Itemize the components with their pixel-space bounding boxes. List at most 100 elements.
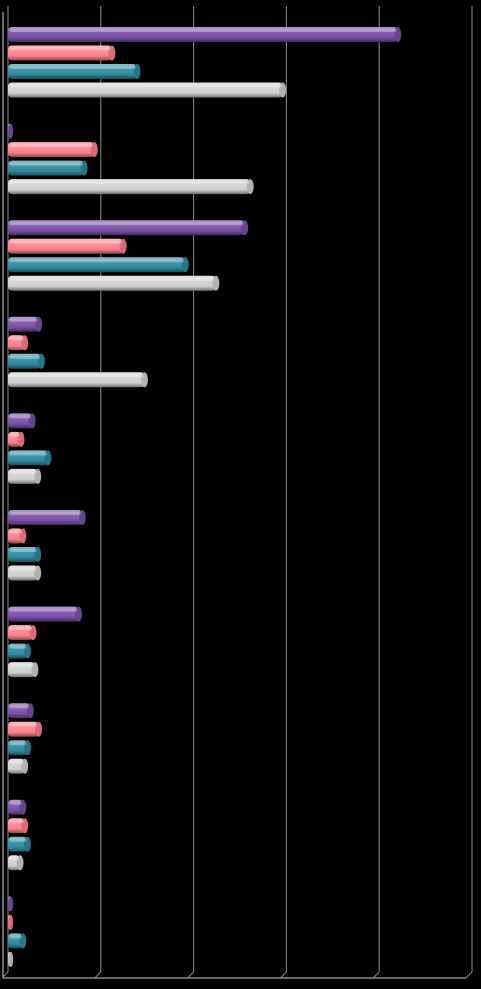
bar-end-cap <box>23 836 31 852</box>
bar-body <box>8 64 137 79</box>
bar-highlight <box>10 470 37 474</box>
bar-end-cap <box>246 179 254 195</box>
bar-end-cap <box>8 914 14 930</box>
bar-body <box>8 528 23 544</box>
bar <box>8 353 45 369</box>
bar-end-cap <box>21 335 29 351</box>
bar-highlight <box>10 760 24 764</box>
bar <box>8 238 127 254</box>
bar-end-cap <box>78 510 86 525</box>
bar-end-cap <box>44 450 52 466</box>
bar-highlight <box>10 181 250 185</box>
bar-highlight <box>10 277 215 281</box>
bar-end-cap <box>23 643 31 659</box>
bar <box>8 855 24 871</box>
bar <box>8 450 52 466</box>
bar-end-cap <box>35 721 43 737</box>
bar-body <box>8 510 83 525</box>
bar <box>8 27 402 42</box>
bar-end-cap <box>17 431 25 447</box>
bar <box>8 703 34 719</box>
bar-highlight <box>10 355 41 359</box>
bar-highlight <box>10 857 20 861</box>
bar-end-cap <box>241 220 249 236</box>
bar-end-cap <box>19 933 27 949</box>
bar-end-cap <box>34 468 42 484</box>
bar-end-cap <box>16 855 24 871</box>
gridline-floor <box>94 971 102 979</box>
bar-body <box>8 625 34 641</box>
bar-end-cap <box>21 818 29 834</box>
bar-highlight <box>10 742 27 746</box>
bar-end-cap <box>35 316 43 332</box>
bar <box>8 606 83 622</box>
bar-highlight <box>10 84 282 88</box>
bar <box>8 45 116 61</box>
gridline-floor <box>187 971 194 979</box>
bar <box>8 740 31 756</box>
bar-body <box>8 721 39 737</box>
bar-body <box>8 413 33 429</box>
bar <box>8 565 42 581</box>
bar <box>8 335 29 351</box>
bar-body <box>8 45 112 61</box>
bar-end-cap <box>133 64 141 79</box>
bar-highlight <box>10 374 144 378</box>
bar-body <box>8 82 283 98</box>
bar-body <box>8 933 23 949</box>
bar-body <box>8 335 25 351</box>
bar-highlight <box>10 222 244 226</box>
bar-body <box>8 565 38 581</box>
bar-body <box>8 818 25 834</box>
bar-highlight <box>10 144 94 148</box>
bar-body <box>8 836 28 852</box>
bar-end-cap <box>212 275 220 291</box>
bar-highlight <box>10 723 38 727</box>
bar-end-cap <box>37 353 45 369</box>
bar-body <box>8 275 216 291</box>
bar-highlight <box>10 567 37 571</box>
bar-highlight <box>10 627 33 631</box>
bar-body <box>8 740 28 756</box>
bar <box>8 799 27 815</box>
bar-highlight <box>10 935 22 939</box>
bar-end-cap <box>23 740 31 756</box>
bar-highlight <box>10 66 136 69</box>
bar-highlight <box>10 608 78 612</box>
bar-highlight <box>10 259 185 263</box>
bar-end-cap <box>21 758 29 774</box>
bar-body <box>8 643 28 659</box>
gridline-floor <box>465 971 473 979</box>
bar-body <box>8 27 398 42</box>
bar-end-cap <box>90 142 98 158</box>
bar <box>8 413 36 429</box>
bar-end-cap <box>140 372 148 388</box>
bar <box>8 510 86 525</box>
bar-end-cap <box>19 799 27 815</box>
bar-highlight <box>10 29 397 32</box>
bar <box>8 758 29 774</box>
bar-highlight <box>10 512 82 515</box>
bar-body <box>8 220 245 236</box>
bar <box>8 372 148 388</box>
bar-highlight <box>10 47 111 51</box>
axis-layer <box>2 12 466 979</box>
bar-end-cap <box>8 951 14 967</box>
bar-body <box>8 353 42 369</box>
bar <box>8 431 25 447</box>
bar-highlight <box>10 645 27 649</box>
bar-body <box>8 372 145 388</box>
bar <box>8 818 29 834</box>
bar-body <box>8 142 95 158</box>
bar <box>8 836 31 852</box>
bar-body <box>8 662 35 678</box>
bars-layer <box>8 27 402 967</box>
bar <box>8 896 14 912</box>
bar-end-cap <box>34 565 42 581</box>
bar-highlight <box>10 433 20 437</box>
bar <box>8 662 39 678</box>
bar <box>8 468 42 484</box>
grid-layer <box>1 6 473 979</box>
bar-highlight <box>10 838 27 842</box>
